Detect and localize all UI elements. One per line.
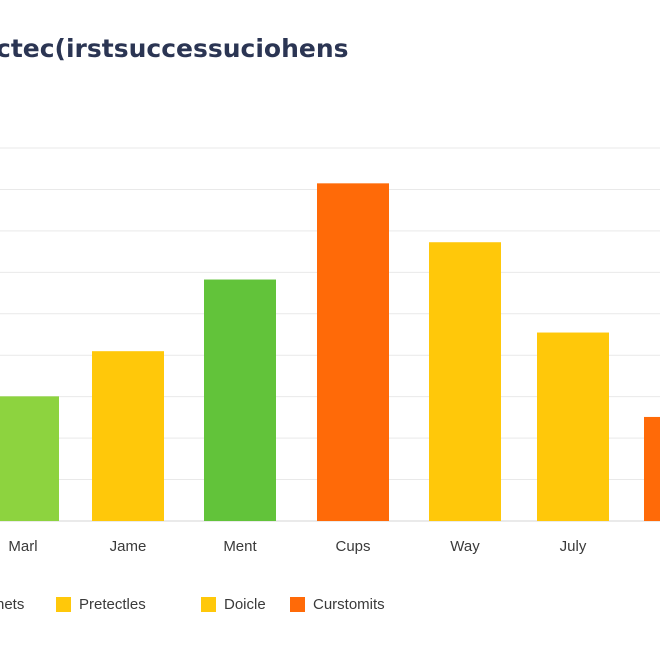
bar-july	[537, 332, 609, 521]
legend-swatch-3	[290, 596, 305, 612]
legend-label-3: Curstomits	[313, 595, 385, 613]
bar-marl	[0, 396, 59, 521]
x-tick-labels: MarlJameMentCupsWayJulyJ	[8, 538, 587, 555]
legend-swatch-2	[201, 596, 216, 612]
x-tick-label: Cups	[335, 538, 370, 555]
legend-item-1: Pretectles	[56, 592, 146, 616]
legend-label-2: Doicle	[224, 595, 266, 613]
legend-item-0: nets	[0, 592, 24, 616]
legend-label-1: Pretectles	[79, 595, 146, 613]
legend-item-3: Curstomits	[290, 592, 385, 616]
bar-ment	[204, 279, 276, 521]
legend-swatch-1	[56, 596, 71, 612]
x-tick-label: Marl	[8, 538, 37, 555]
bar-cups	[317, 183, 389, 521]
bar-chart: MarlJameMentCupsWayJulyJ	[0, 147, 660, 555]
x-tick-label: Ment	[223, 538, 257, 555]
x-tick-label: July	[560, 538, 587, 555]
bar-jame	[92, 351, 164, 521]
chart-title: ctec(irstsuccessuciohens	[0, 34, 349, 63]
legend: nets Pretectles Doicle Curstomits	[0, 592, 660, 616]
x-tick-label: Way	[450, 538, 480, 555]
bar-way	[429, 242, 501, 522]
legend-label-0: nets	[0, 595, 25, 613]
bar-j	[644, 416, 660, 521]
x-tick-label: Jame	[110, 538, 147, 555]
bars	[0, 183, 660, 522]
legend-item-2: Doicle	[201, 592, 266, 616]
